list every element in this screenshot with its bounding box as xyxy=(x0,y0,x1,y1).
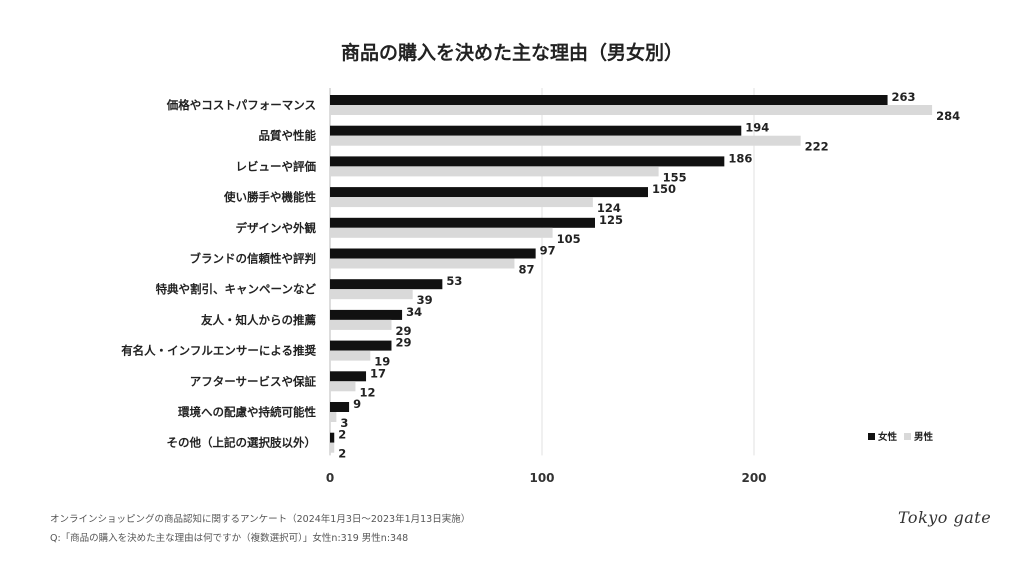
data-label: 29 xyxy=(395,324,411,338)
bar-male xyxy=(330,289,413,300)
category-label: レビューや評価 xyxy=(236,159,317,173)
legend-swatch xyxy=(868,433,875,440)
data-label: 263 xyxy=(892,90,916,104)
bar-female xyxy=(330,340,392,351)
logo: Tokyo gate xyxy=(898,508,992,527)
bar-male xyxy=(330,381,356,392)
category-label: 環境への配慮や持続可能性 xyxy=(178,405,316,419)
data-label: 3 xyxy=(340,416,348,430)
data-label: 2 xyxy=(338,428,346,442)
data-label: 150 xyxy=(652,182,676,196)
bar-female xyxy=(330,371,367,382)
category-label: 特典や割引、キャンペーンなど xyxy=(156,282,317,296)
bar-male xyxy=(330,105,933,115)
bar-male xyxy=(330,258,515,269)
category-label: デザインや外観 xyxy=(236,221,317,235)
data-label: 87 xyxy=(518,263,534,277)
category-label: 友人・知人からの推薦 xyxy=(201,313,316,327)
bar-male xyxy=(330,412,337,422)
bar-female xyxy=(330,156,725,167)
data-label: 186 xyxy=(728,151,752,165)
data-label: 194 xyxy=(745,121,769,135)
bar-female xyxy=(330,402,350,412)
data-label: 124 xyxy=(597,201,621,215)
category-label: 品質や性能 xyxy=(259,129,317,143)
data-label: 29 xyxy=(395,336,411,350)
bar-male xyxy=(330,197,593,208)
footer-survey-note: オンラインショッピングの商品認知に関するアンケート（2024年1月3日〜2023… xyxy=(50,514,471,525)
bar-male xyxy=(330,135,801,146)
bar-male xyxy=(330,166,659,177)
footer-question-note: Q:「商品の購入を決めた主な理由は何ですか（複数選択可）」女性n:319 男性n… xyxy=(50,533,409,544)
category-label: アフターサービスや保証 xyxy=(190,374,317,388)
category-label: 使い勝手や機能性 xyxy=(223,190,316,204)
bar-female xyxy=(330,248,536,259)
data-label: 12 xyxy=(359,385,375,399)
bar-male xyxy=(330,350,371,361)
category-label: 価格やコストパフォーマンス xyxy=(166,98,316,112)
x-tick-label: 100 xyxy=(529,471,554,485)
data-label: 9 xyxy=(353,397,361,411)
data-label: 39 xyxy=(417,293,433,307)
data-label: 105 xyxy=(557,232,581,246)
bar-female xyxy=(330,432,335,443)
bar-female xyxy=(330,125,742,136)
data-label: 222 xyxy=(805,140,829,154)
x-tick-label: 0 xyxy=(326,471,334,485)
data-label: 125 xyxy=(599,213,623,227)
category-label: その他（上記の選択肢以外） xyxy=(167,436,317,450)
data-label: 155 xyxy=(663,170,687,184)
data-label: 97 xyxy=(540,244,556,258)
chart-title: 商品の購入を決めた主な理由（男女別） xyxy=(340,42,683,64)
bar-male xyxy=(330,442,335,453)
bar-male xyxy=(330,319,392,330)
category-label: 有名人・インフルエンサーによる推奨 xyxy=(121,344,316,358)
legend-label: 男性 xyxy=(914,431,934,443)
bar-female xyxy=(330,279,443,290)
bar-female xyxy=(330,217,595,228)
bar-female xyxy=(330,309,403,320)
legend-label: 女性 xyxy=(878,431,898,443)
x-tick-label: 200 xyxy=(741,471,766,485)
legend-swatch xyxy=(904,433,911,440)
bar-female xyxy=(330,187,648,198)
data-label: 2 xyxy=(338,447,346,461)
data-label: 17 xyxy=(370,366,386,380)
bar-female xyxy=(330,95,888,105)
data-label: 19 xyxy=(374,355,390,369)
category-label: ブランドの信頼性や評判 xyxy=(190,252,317,266)
data-label: 284 xyxy=(936,109,960,123)
data-label: 53 xyxy=(446,274,462,288)
data-label: 34 xyxy=(406,305,422,319)
bar-male xyxy=(330,227,553,238)
